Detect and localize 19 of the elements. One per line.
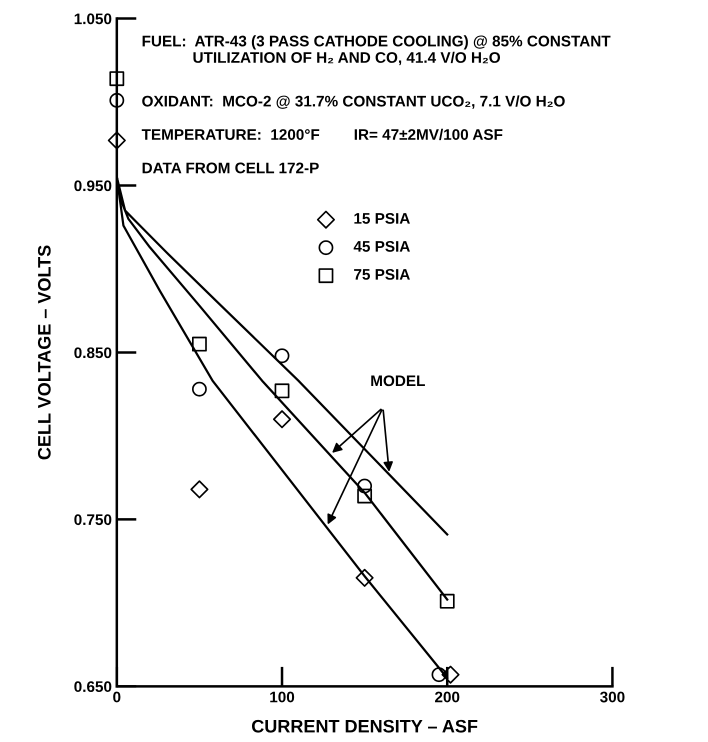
- x-tick-label: 200: [435, 692, 460, 702]
- y-tick-label: 0.750: [74, 514, 112, 526]
- x-tick-label: 100: [270, 692, 294, 702]
- y-tick-label: 0.650: [74, 681, 112, 692]
- x-tick-label: 0: [113, 692, 120, 702]
- annotation: DATA FROM CELL 172-P: [142, 162, 319, 174]
- legend-label: 45 PSIA: [354, 241, 410, 252]
- legend-label: 15 PSIA: [354, 213, 410, 224]
- legend-label: 75 PSIA: [354, 268, 410, 280]
- annotation: FUEL: ATR-43 (3 PASS CATHODE COOLING) @ 85% CONSTANT UTILIZATION OF H₂ AND CO, 41.4 V/O H₂O: [142, 35, 610, 66]
- y-tick-label: 1.050: [74, 13, 112, 24]
- y-tick-label: 0.850: [74, 347, 112, 358]
- annotation: OXIDANT: MCO-2 @ 31.7% CONSTANT UCO₂, 7.1 V/O H₂O: [142, 95, 565, 109]
- x-axis-title: CURRENT DENSITY – ASF: [252, 720, 478, 733]
- y-tick-label: 0.950: [74, 180, 112, 192]
- x-tick-label: 300: [600, 692, 625, 702]
- annotation: TEMPERATURE: 1200°F IR= 47±2MV/100 ASF: [142, 128, 502, 140]
- y-axis-title: CELL VOLTAGE – VOLTS: [38, 245, 51, 460]
- annotation: MODEL: [371, 375, 425, 386]
